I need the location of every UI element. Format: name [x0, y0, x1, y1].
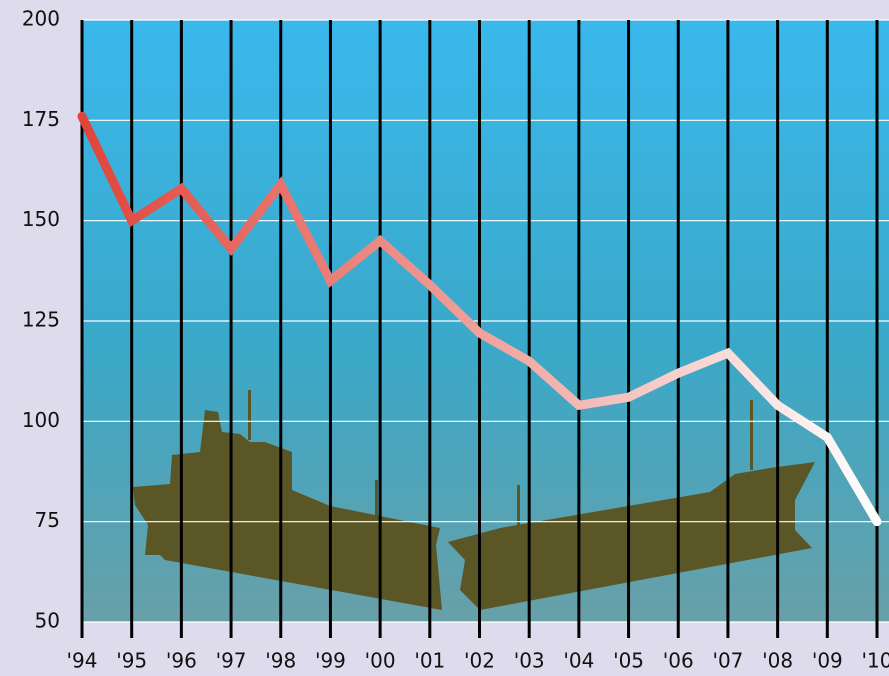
x-tick-label: '09	[812, 649, 843, 673]
x-tick-label: '99	[315, 649, 346, 673]
x-tick-label: '95	[116, 649, 147, 673]
x-tick-label: '97	[216, 649, 247, 673]
y-tick-label: 175	[22, 107, 60, 131]
x-tick-label: '05	[613, 649, 644, 673]
x-tick-label: '01	[414, 649, 445, 673]
x-tick-label: '98	[265, 649, 296, 673]
x-tick-label: '06	[663, 649, 694, 673]
ship-silhouette	[133, 390, 815, 610]
y-tick-label: 200	[22, 7, 60, 31]
data-line	[77, 111, 882, 527]
x-tick-label: '96	[166, 649, 197, 673]
y-tick-label: 125	[22, 308, 60, 332]
y-tick-label: 50	[35, 609, 60, 633]
y-tick-label: 150	[22, 207, 60, 231]
x-tick-label: '08	[762, 649, 793, 673]
x-tick-label: '03	[514, 649, 545, 673]
x-tick-label: '04	[563, 649, 594, 673]
x-tick-label: '94	[67, 649, 98, 673]
x-tick-label: '10	[862, 649, 889, 673]
x-tick-label: '02	[464, 649, 495, 673]
x-tick-label: '07	[712, 649, 743, 673]
y-tick-label: 75	[35, 508, 60, 532]
y-tick-label: 100	[22, 408, 60, 432]
x-tick-label: '00	[365, 649, 396, 673]
